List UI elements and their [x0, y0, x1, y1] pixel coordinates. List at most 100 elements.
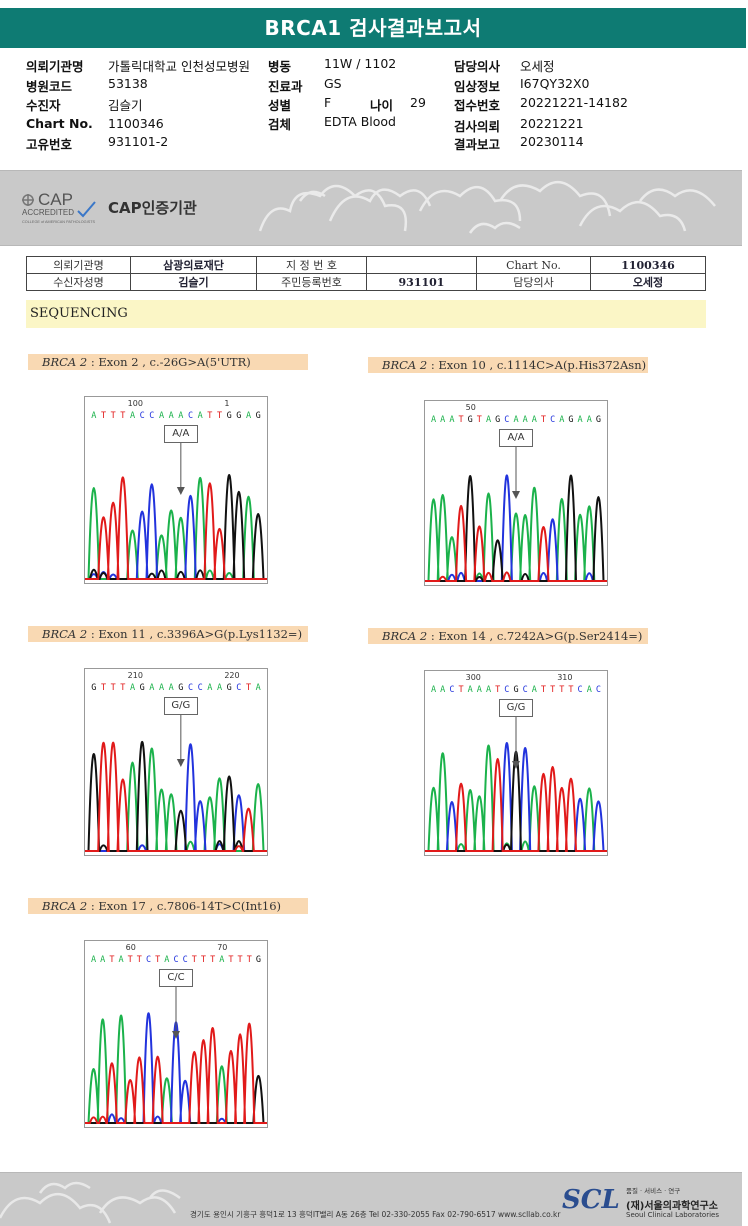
mutation-label: BRCA 2 : Exon 11 , c.3396A>G(p.Lys1132=) — [28, 626, 308, 642]
base-call: G — [178, 683, 183, 693]
genotype-call: G/G — [163, 697, 198, 715]
report-title: BRCA1 검사결과보고서 — [0, 8, 746, 48]
base-call: T — [458, 415, 463, 425]
base-call: A — [100, 955, 105, 965]
base-call: C — [504, 415, 509, 425]
base-call: A — [532, 685, 537, 695]
position-label: 300 — [466, 673, 481, 682]
mutation-label: BRCA 2 : Exon 17 , c.7806-14T>C(Int16) — [28, 898, 308, 914]
genotype-call: A/A — [163, 425, 198, 443]
base-call: G — [513, 685, 518, 695]
base-call: G — [596, 415, 601, 425]
genotype-call: G/G — [499, 699, 533, 717]
base-call: C — [236, 683, 241, 693]
base-call: T — [101, 411, 106, 421]
base-call: G — [227, 411, 232, 421]
trace-g — [85, 1074, 267, 1124]
base-call: A — [217, 683, 222, 693]
base-call: C — [504, 685, 509, 695]
base-call: T — [109, 955, 114, 965]
table-row: 수신자성명 김슬기 주민등록번호 931101 담당의사 오세정 — [26, 273, 706, 291]
base-call: G — [236, 411, 241, 421]
base-call: A — [559, 415, 564, 425]
scl-tagline: 품질 · 서비스 · 연구 — [626, 1187, 681, 1195]
chromatogram: 50 A A A T G T A G C A A A T C A G A A G A/A — [424, 400, 608, 586]
position-label: 70 — [217, 943, 227, 952]
mutation-label: BRCA 2 : Exon 10 , c.1114C>A(p.His372Asn… — [368, 357, 648, 373]
base-call: T — [120, 411, 125, 421]
base-call: G — [256, 955, 261, 965]
base-call: A — [449, 415, 454, 425]
position-label: 50 — [466, 403, 476, 412]
base-call: A — [431, 685, 436, 695]
base-call: C — [596, 685, 601, 695]
trace-c — [425, 474, 607, 582]
base-call: T — [128, 955, 133, 965]
base-call: C — [198, 683, 203, 693]
table-row: 의뢰기관명 삼광의료재단 지 정 번 호 Chart No. 1100346 — [26, 256, 706, 274]
base-call: A — [169, 683, 174, 693]
base-call: T — [101, 683, 106, 693]
base-call: T — [207, 411, 212, 421]
base-call: A — [149, 683, 154, 693]
base-call: A — [440, 415, 445, 425]
arrow-head-icon — [176, 487, 185, 495]
trace-t — [85, 741, 267, 852]
mutation-label: BRCA 2 : Exon 14 , c.7242A>G(p.Ser2414=) — [368, 628, 648, 644]
arrow-head-icon — [512, 491, 520, 499]
position-label: 100 — [128, 399, 143, 408]
chromatogram: 60 70 A A T A T T C T A C C T T T A T T T G C/C — [84, 940, 268, 1128]
base-call: C — [140, 411, 145, 421]
position-label: 60 — [126, 943, 136, 952]
trace-t — [85, 1022, 267, 1124]
base-call: C — [173, 955, 178, 965]
base-call: C — [550, 415, 555, 425]
base-call: T — [477, 415, 482, 425]
genotype-call: C/C — [159, 969, 193, 987]
base-call: T — [559, 685, 564, 695]
base-call: A — [523, 415, 528, 425]
base-call: G — [495, 415, 500, 425]
base-call: A — [256, 683, 261, 693]
arrow-head-icon — [176, 759, 185, 767]
base-call: C — [188, 411, 193, 421]
mutation-label: BRCA 2 : Exon 2 , c.-26G>A(5'UTR) — [28, 354, 308, 370]
cap-banner: CAP ACCREDITED COLLEGE of AMERICAN PATHO… — [0, 170, 742, 246]
base-call: G — [227, 683, 232, 693]
base-call: T — [201, 955, 206, 965]
base-call: T — [210, 955, 215, 965]
base-call: T — [541, 415, 546, 425]
base-call: A — [91, 411, 96, 421]
svg-text:CAP: CAP — [38, 190, 73, 209]
base-call: C — [578, 685, 583, 695]
footer-address: 경기도 용인시 기흥구 흥덕1로 13 흥덕IT밸리 A동 26층 Tel 02… — [190, 1210, 561, 1219]
footer: 경기도 용인시 기흥구 흥덕1로 13 흥덕IT밸리 A동 26층 Tel 02… — [0, 1172, 742, 1226]
chromatogram: 300 310 A A C T A A A T C G C A T T T T C A C G/G — [424, 670, 608, 856]
base-call: A — [91, 955, 96, 965]
trace-a — [425, 744, 607, 852]
base-call: T — [541, 685, 546, 695]
base-call: T — [550, 685, 555, 695]
base-call: A — [219, 955, 224, 965]
trace-t — [425, 757, 607, 852]
patient-table: 의뢰기관명 삼광의료재단 지 정 번 호 Chart No. 1100346 수… — [26, 256, 706, 291]
trace-g — [425, 750, 607, 852]
base-call: A — [164, 955, 169, 965]
base-call: A — [207, 683, 212, 693]
scl-logo: SCL — [562, 1185, 620, 1215]
trace-t — [85, 476, 267, 580]
base-call: A — [169, 411, 174, 421]
base-call: T — [247, 955, 252, 965]
trace-g — [425, 474, 607, 582]
base-call: T — [246, 683, 251, 693]
base-call: A — [118, 955, 123, 965]
base-call: T — [495, 685, 500, 695]
cap-logo: CAP ACCREDITED COLLEGE of AMERICAN PATHO… — [20, 189, 102, 229]
base-call: A — [159, 683, 164, 693]
cloud-pattern-decoration — [0, 1181, 181, 1224]
base-call: T — [238, 955, 243, 965]
scl-name-en: Seoul Clinical Laboratories — [626, 1211, 719, 1219]
base-call: A — [532, 415, 537, 425]
scl-name: (재)서울의과학연구소 — [626, 1201, 718, 1212]
position-label: 210 — [128, 671, 143, 680]
